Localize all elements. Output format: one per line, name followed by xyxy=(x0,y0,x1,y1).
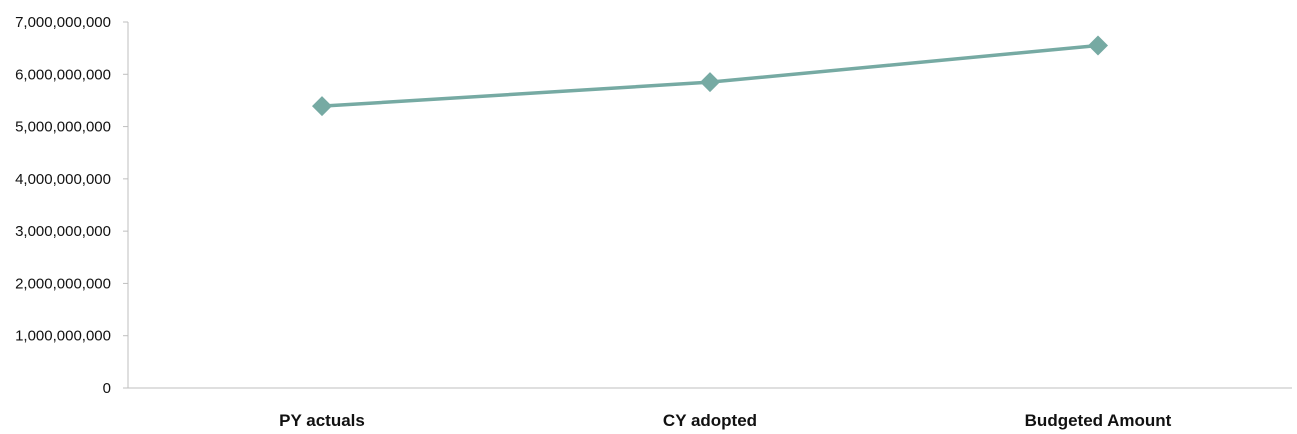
x-category-label: Budgeted Amount xyxy=(1025,411,1172,430)
y-tick-label: 4,000,000,000 xyxy=(15,171,111,188)
y-tick-label: 3,000,000,000 xyxy=(15,223,111,240)
y-tick-label: 2,000,000,000 xyxy=(15,275,111,292)
y-tick-label: 7,000,000,000 xyxy=(15,14,111,31)
y-tick-label: 6,000,000,000 xyxy=(15,66,111,83)
x-category-label: CY adopted xyxy=(663,411,757,430)
x-category-label: PY actuals xyxy=(279,411,365,430)
y-tick-label: 0 xyxy=(103,380,111,397)
y-tick-label: 1,000,000,000 xyxy=(15,328,111,345)
data-point-marker xyxy=(1088,35,1108,56)
x-axis-labels: PY actuals CY adopted Budgeted Amount xyxy=(279,411,1172,430)
y-axis-ticks: 0 1,000,000,000 2,000,000,000 3,000,000,000… xyxy=(15,14,128,397)
y-tick-label: 5,000,000,000 xyxy=(15,119,111,136)
data-point-marker xyxy=(700,72,720,93)
series-group xyxy=(312,35,1108,117)
data-point-marker xyxy=(312,96,332,117)
